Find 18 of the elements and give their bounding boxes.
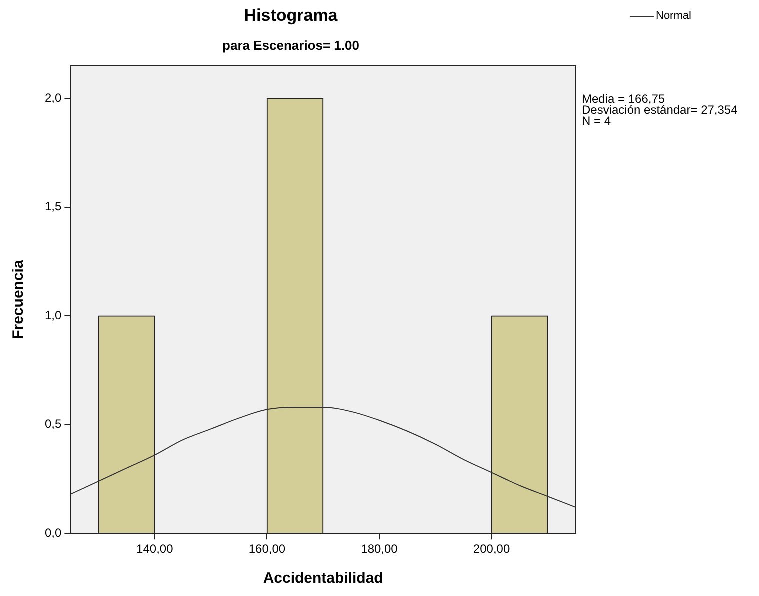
chart-title: Histograma	[244, 6, 338, 25]
line-series	[70, 406, 576, 508]
x-tick-label: 140,00	[136, 542, 174, 556]
y-tick-label: 0,0	[44, 526, 62, 540]
x-tick-label: 160,00	[248, 542, 286, 556]
text: Media = 166,75	[582, 92, 666, 106]
y-tick-label: 1,0	[44, 308, 62, 322]
legend-label: Normal	[656, 10, 692, 22]
text: N = 4	[582, 114, 612, 128]
x-tick-label: 180,00	[361, 542, 398, 556]
y-tick-label: 2,0	[44, 90, 62, 105]
y-tick-label: 0,5	[44, 417, 62, 432]
y-axis-title: Frecuencia	[10, 260, 28, 340]
chart-subtitle: para Escenarios= 1.00	[222, 38, 360, 53]
x-tick-label: 200,00	[473, 542, 510, 556]
text: Desviación estándar= 27,354	[582, 103, 738, 117]
y-tick-label: 1,5	[44, 200, 62, 214]
x-axis-title: Accidentabilidad	[263, 570, 384, 588]
